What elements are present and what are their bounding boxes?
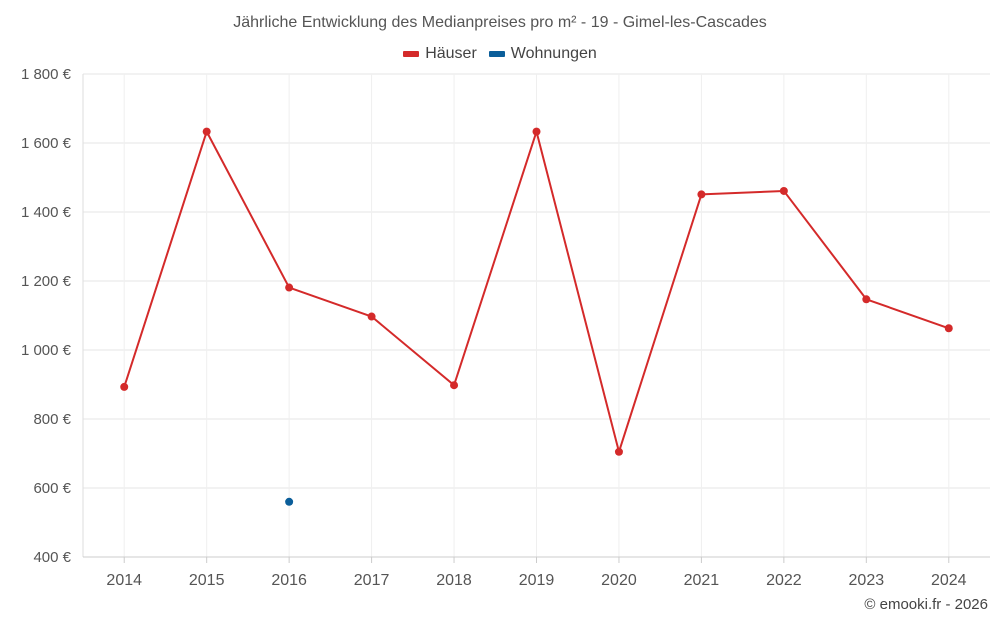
y-tick-label: 400 € bbox=[33, 549, 71, 566]
chart-title: Jährliche Entwicklung des Medianpreises … bbox=[233, 14, 767, 31]
y-tick-label: 600 € bbox=[33, 480, 71, 497]
legend-swatch-wohnungen bbox=[488, 51, 505, 57]
legend-label-wohnungen: Wohnungen bbox=[510, 45, 597, 62]
data-point-haeuser bbox=[532, 127, 541, 136]
data-point-haeuser bbox=[450, 381, 459, 390]
chart-legend: Häuser Wohnungen bbox=[0, 45, 1000, 63]
x-tick-label: 2017 bbox=[354, 572, 390, 589]
x-tick-label: 2018 bbox=[436, 572, 472, 589]
x-tick-label: 2015 bbox=[189, 572, 225, 589]
data-point-haeuser bbox=[779, 186, 788, 195]
y-tick-label: 800 € bbox=[33, 411, 71, 428]
legend-item-haeuser[interactable]: Häuser bbox=[403, 45, 477, 63]
x-tick-label: 2014 bbox=[106, 572, 142, 589]
x-tick-label: 2022 bbox=[766, 572, 802, 589]
y-tick-label: 1 800 € bbox=[21, 66, 72, 83]
data-point-haeuser bbox=[614, 447, 623, 456]
data-point-haeuser bbox=[367, 312, 376, 321]
x-tick-label: 2023 bbox=[849, 572, 885, 589]
data-point-haeuser bbox=[697, 190, 706, 199]
y-tick-label: 1 400 € bbox=[21, 204, 72, 221]
data-point-haeuser bbox=[944, 324, 953, 333]
data-point-wohnungen bbox=[285, 497, 294, 506]
y-tick-label: 1 600 € bbox=[21, 135, 72, 152]
y-tick-label: 1 200 € bbox=[21, 273, 72, 290]
x-tick-label: 2020 bbox=[601, 572, 637, 589]
data-point-haeuser bbox=[120, 382, 129, 391]
legend-swatch-haeuser bbox=[403, 51, 420, 57]
y-tick-label: 1 000 € bbox=[21, 342, 72, 359]
x-tick-label: 2021 bbox=[684, 572, 720, 589]
data-point-haeuser bbox=[202, 127, 211, 136]
data-point-haeuser bbox=[285, 283, 294, 292]
legend-label-haeuser: Häuser bbox=[425, 45, 477, 62]
copyright-credit: © emooki.fr - 2026 bbox=[864, 596, 988, 613]
x-tick-label: 2024 bbox=[931, 572, 967, 589]
x-tick-label: 2016 bbox=[271, 572, 307, 589]
x-tick-label: 2019 bbox=[519, 572, 555, 589]
data-point-haeuser bbox=[862, 295, 871, 304]
legend-item-wohnungen[interactable]: Wohnungen bbox=[488, 45, 597, 63]
